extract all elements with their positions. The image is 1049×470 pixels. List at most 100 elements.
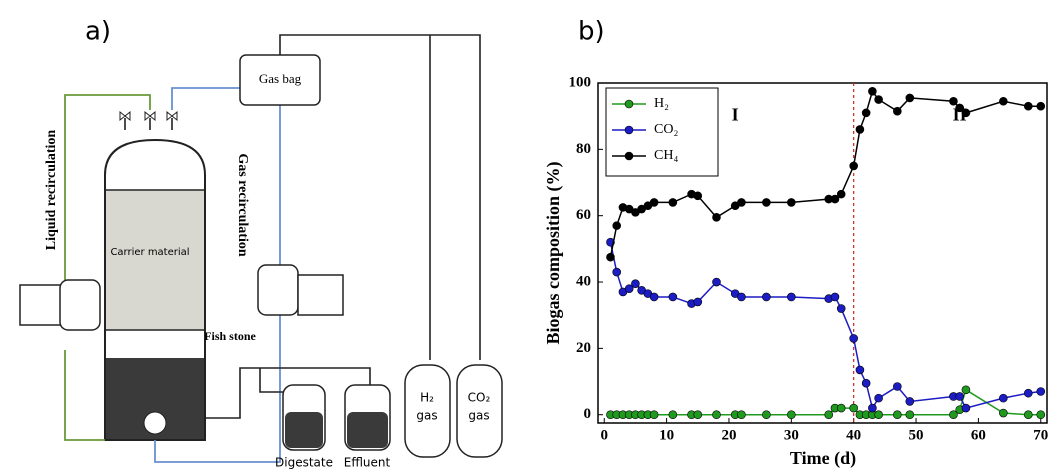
data-point <box>836 304 846 313</box>
series-line <box>609 242 1041 410</box>
data-point <box>1023 101 1033 111</box>
data-point <box>861 108 871 118</box>
label: Gas bag <box>259 71 302 86</box>
x-tick-label: 30 <box>784 427 799 443</box>
legend-marker <box>624 125 634 135</box>
data-point <box>737 292 746 302</box>
data-point <box>668 410 678 420</box>
data-point <box>999 408 1008 418</box>
data-point <box>961 385 971 395</box>
data-point <box>849 161 858 171</box>
data-point <box>855 125 865 134</box>
label: H₂ <box>420 391 434 405</box>
x-tick-label: 50 <box>909 427 924 443</box>
legend-label: CO₂ <box>654 122 678 137</box>
fish-stone <box>143 411 167 435</box>
data-point <box>874 95 883 104</box>
legend-marker <box>624 151 634 161</box>
x-tick-label: 10 <box>659 427 674 443</box>
data-point <box>737 410 746 420</box>
legend-label: H₂ <box>654 96 669 111</box>
data-point <box>999 393 1008 403</box>
data-point <box>712 277 721 287</box>
data-point <box>612 267 622 277</box>
data-point <box>955 392 964 401</box>
data-point <box>787 410 796 420</box>
data-point <box>830 194 840 204</box>
data-point <box>612 221 622 230</box>
data-point <box>606 252 615 262</box>
data-point <box>737 198 746 207</box>
y-tick-label: 0 <box>584 406 592 422</box>
data-point <box>836 189 846 199</box>
data-point <box>893 382 902 391</box>
data-point <box>1023 388 1033 398</box>
label: Liquid recirculation <box>44 130 59 251</box>
data-point <box>893 106 902 116</box>
data-point <box>1036 101 1046 111</box>
label: CO₂ <box>468 391 491 405</box>
data-point <box>668 292 678 302</box>
data-point <box>874 410 883 420</box>
data-point <box>668 198 678 207</box>
data-point <box>836 403 846 413</box>
data-point <box>762 198 771 207</box>
data-point <box>824 410 834 420</box>
y-tick-label: 40 <box>576 273 591 289</box>
data-point <box>961 403 971 413</box>
data-point <box>1036 387 1046 396</box>
data-point <box>830 292 840 302</box>
data-point <box>905 93 915 103</box>
data-point <box>999 96 1008 106</box>
data-point <box>1023 410 1033 420</box>
x-tick-label: 40 <box>846 427 861 443</box>
data-point <box>955 103 964 113</box>
plot-frame <box>597 82 1048 424</box>
data-point <box>693 191 703 201</box>
data-point <box>693 410 703 420</box>
data-point <box>949 410 958 420</box>
data-point <box>762 292 771 302</box>
data-point <box>849 403 858 413</box>
x-tick-label: 60 <box>971 427 986 443</box>
panel-label: b) <box>578 17 605 47</box>
carrier-bed <box>106 190 204 330</box>
chart: Time (d) Biogas composition (%) 0 20 40 60 8… <box>543 74 1048 469</box>
data-point <box>855 365 865 375</box>
data-point <box>649 198 659 207</box>
data-point <box>861 378 871 388</box>
label: Digestate <box>275 456 333 470</box>
data-point <box>762 410 771 420</box>
y-tick-label: 80 <box>576 141 591 157</box>
y-axis-label: Biogas composition (%) <box>543 161 564 344</box>
legend-box <box>605 87 719 177</box>
diagram: Gas bag Liquid recirculation Gas recircu… <box>19 34 503 470</box>
data-point <box>905 410 915 420</box>
label: gas <box>416 409 437 423</box>
x-tick-label: 0 <box>600 427 608 443</box>
series-line <box>610 388 1041 416</box>
label: gas <box>468 409 489 423</box>
data-point <box>787 198 796 207</box>
panel-label: a) <box>85 17 111 47</box>
x-tick-label: 20 <box>721 427 736 443</box>
data-point <box>712 410 721 420</box>
data-point <box>624 284 634 293</box>
data-point <box>693 297 703 307</box>
data-point <box>631 279 640 288</box>
y-tick-label: 60 <box>576 207 591 223</box>
data-point <box>949 96 958 106</box>
y-tick-label: 20 <box>576 340 591 356</box>
label: Carrier material <box>110 247 189 258</box>
x-axis-label: Time (d) <box>790 448 856 469</box>
label: Effluent <box>344 456 391 470</box>
data-point <box>787 292 796 302</box>
liquid-loop <box>64 94 151 441</box>
x-tick-label: 70 <box>1033 427 1048 443</box>
data-point <box>868 403 877 413</box>
legend-marker <box>624 99 634 109</box>
data-point <box>649 292 659 302</box>
data-point <box>868 86 877 96</box>
data-point <box>849 334 858 343</box>
